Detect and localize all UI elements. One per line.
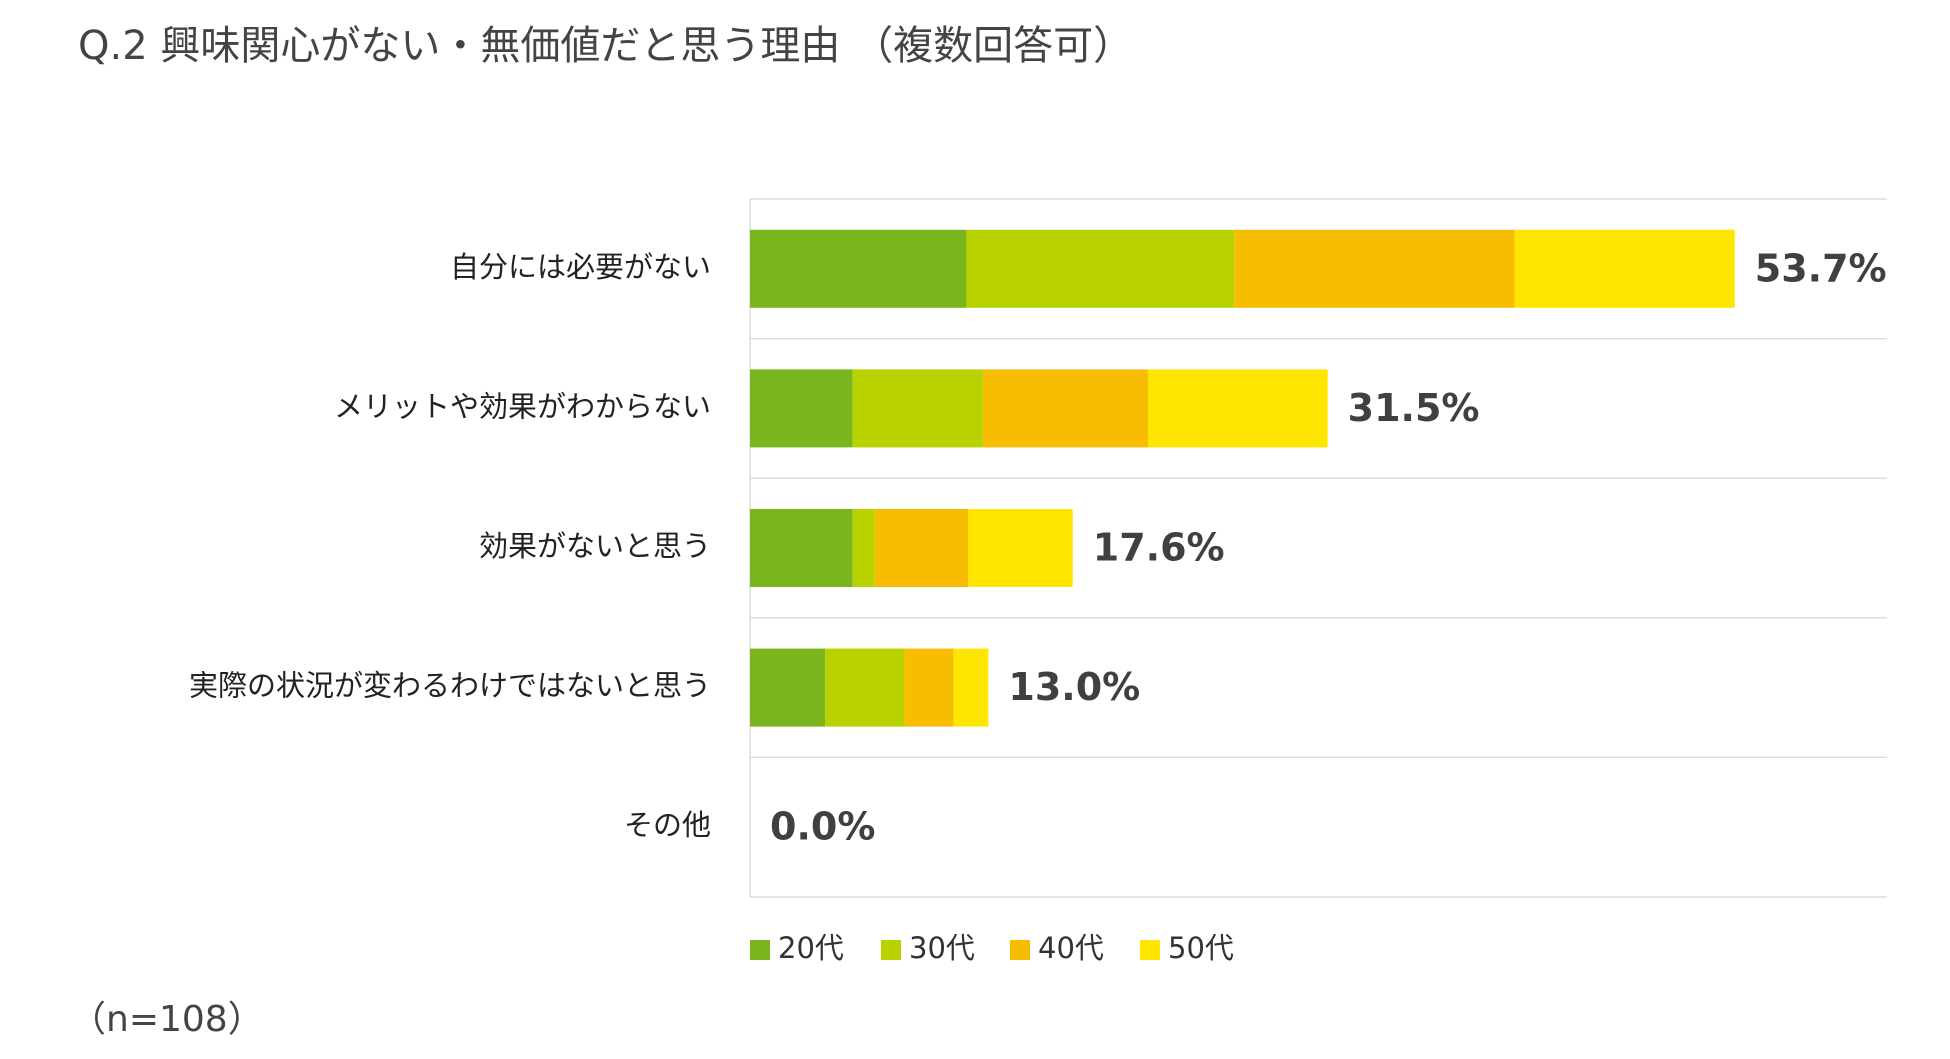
legend-swatch xyxy=(750,940,770,960)
legend-label: 30代 xyxy=(909,931,975,965)
bar-segment xyxy=(1147,369,1328,448)
legend-swatch xyxy=(1140,940,1160,960)
bar-segment xyxy=(825,648,905,727)
legend-swatch xyxy=(881,940,901,960)
legend-label: 20代 xyxy=(778,931,844,965)
total-label: 53.7% xyxy=(1755,246,1887,290)
total-label: 0.0% xyxy=(770,805,875,849)
category-label: 自分には必要がない xyxy=(450,250,711,284)
category-label: 実際の状況が変わるわけではないと思う xyxy=(189,669,711,703)
bar-segment xyxy=(852,509,875,587)
total-label: 31.5% xyxy=(1348,386,1480,430)
bar-segment xyxy=(852,369,983,448)
category-label: メリットや効果がわからない xyxy=(334,389,711,423)
bar-segment xyxy=(968,509,1073,587)
legend-label: 40代 xyxy=(1038,931,1104,965)
bar-segment xyxy=(750,369,853,448)
total-label: 17.6% xyxy=(1093,526,1225,570)
bar-segment xyxy=(982,369,1148,448)
category-label: その他 xyxy=(624,808,711,842)
sample-note: （n=108） xyxy=(70,999,264,1040)
bar-segment xyxy=(1514,229,1735,308)
bar-segment xyxy=(1234,229,1515,308)
chart-title: Q.2 興味関心がない・無価値だと思う理由 （複数回答可） xyxy=(78,23,1133,69)
total-label: 13.0% xyxy=(1008,665,1140,709)
bar-segment xyxy=(966,229,1235,308)
bar-segment xyxy=(874,509,969,587)
bar-segment xyxy=(904,648,954,727)
category-label: 効果がないと思う xyxy=(479,529,711,563)
bar-segment xyxy=(953,648,989,727)
bar-segment xyxy=(750,229,967,308)
bar-segment xyxy=(750,509,853,587)
legend-label: 50代 xyxy=(1168,931,1234,965)
bar-segment xyxy=(750,648,826,727)
legend-swatch xyxy=(1010,940,1030,960)
